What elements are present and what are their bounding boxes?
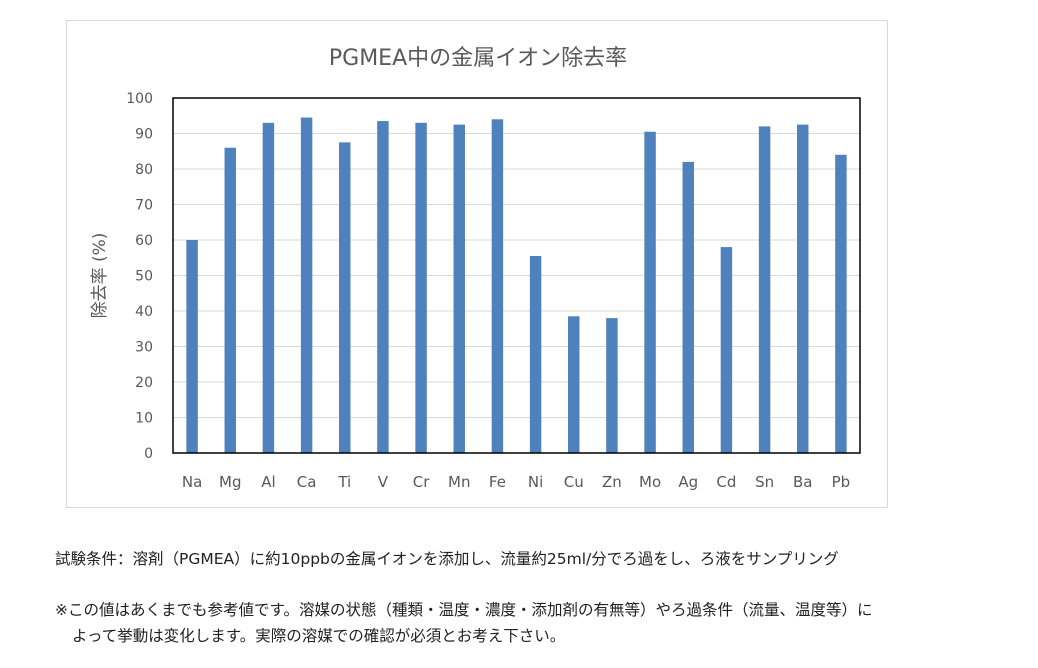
- bar-v: [377, 121, 389, 453]
- y-tick-label: 0: [144, 446, 153, 462]
- disclaimer-note-line1: ※この値はあくまでも参考値です。溶媒の状態（種類・温度・濃度・添加剤の有無等）や…: [55, 601, 873, 619]
- bars: [186, 117, 847, 454]
- x-tick-label: Pb: [832, 473, 851, 491]
- bar-mo: [644, 131, 656, 453]
- bar-al: [262, 122, 275, 453]
- x-tick-label: Cr: [413, 473, 430, 491]
- y-tick-label: 70: [135, 198, 153, 214]
- y-tick-label: 60: [135, 233, 153, 249]
- test-condition-note: 試験条件：溶剤（PGMEA）に約10ppbの金属イオンを添加し、流量約25ml/…: [55, 550, 839, 568]
- bar-cu: [568, 316, 580, 453]
- x-tick-label: Mg: [219, 473, 241, 491]
- x-tick-label: Cd: [716, 473, 736, 491]
- bar-ag: [682, 161, 694, 453]
- x-tick-label: Na: [182, 473, 202, 491]
- chart-title: PGMEA中の金属イオン除去率: [329, 46, 627, 71]
- y-tick-label: 10: [135, 411, 153, 427]
- x-tick-label: Ni: [528, 473, 543, 491]
- x-tick-label: Sn: [755, 473, 774, 491]
- y-tick-label: 90: [135, 127, 153, 143]
- y-tick-label: 40: [135, 304, 153, 320]
- bar-chart: PGMEA中の金属イオン除去率 0 10 20 30 40 50 60 70 80 90 100 N…: [90, 46, 861, 491]
- x-tick-label: Ag: [678, 473, 698, 491]
- bar-cr: [415, 122, 427, 453]
- y-tick-label: 100: [126, 91, 153, 107]
- bar-na: [186, 240, 198, 453]
- bar-sn: [758, 126, 771, 454]
- x-tick-label: Cu: [564, 473, 584, 491]
- x-tick-labels: Na Mg Al Ca Ti V Cr Mn Fe Ni Cu Zn Mo Ag Cd Sn Ba Pb: [182, 473, 850, 491]
- gridlines: [173, 97, 860, 454]
- bar-mn: [453, 124, 465, 453]
- x-tick-label: Mo: [639, 473, 661, 491]
- bar-cd: [720, 247, 733, 453]
- y-tick-label: 20: [135, 375, 153, 391]
- bar-ca: [300, 117, 313, 454]
- bar-ba: [797, 124, 809, 453]
- y-tick-labels: 0 10 20 30 40 50 60 70 80 90 100: [126, 91, 153, 462]
- x-tick-label: Ca: [297, 473, 317, 491]
- x-tick-label: V: [378, 473, 389, 491]
- x-tick-label: Ba: [793, 473, 812, 491]
- y-tick-label: 30: [135, 340, 153, 356]
- bar-fe: [491, 119, 504, 454]
- x-tick-label: Mn: [448, 473, 470, 491]
- chart-frame: PGMEA中の金属イオン除去率 0 10 20 30 40 50 60 70 80 90 100 N…: [66, 20, 888, 508]
- y-axis-label: 除去率 (%): [90, 233, 110, 319]
- bar-ni: [529, 255, 542, 453]
- y-tick-label: 50: [135, 269, 153, 285]
- x-tick-label: Fe: [489, 473, 506, 491]
- x-tick-label: Al: [261, 473, 275, 491]
- x-tick-label: Ti: [337, 473, 351, 491]
- bar-zn: [606, 318, 618, 453]
- plot-area-border: [172, 97, 861, 454]
- bar-ti: [339, 142, 351, 453]
- x-tick-label: Zn: [602, 473, 622, 491]
- disclaimer-note-line2: よって挙動は変化します。実際の溶媒での確認が必須とお考え下さい。: [72, 627, 566, 645]
- bar-pb: [835, 154, 847, 454]
- y-tick-label: 80: [135, 162, 153, 178]
- bar-mg: [224, 147, 236, 453]
